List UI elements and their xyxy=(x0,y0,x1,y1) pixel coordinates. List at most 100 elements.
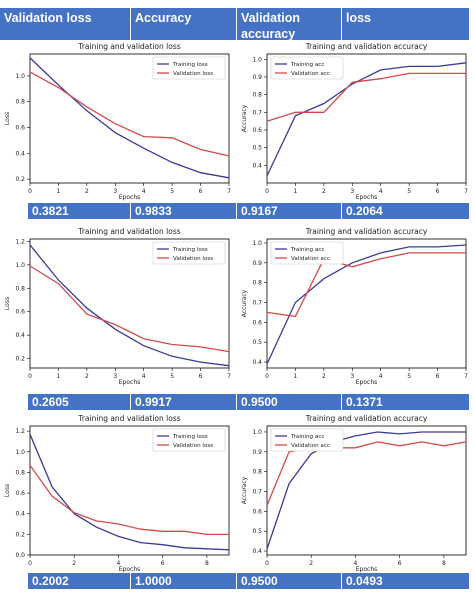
y-tick-label: 1.0 xyxy=(15,449,25,456)
x-tick-label: 6 xyxy=(436,373,440,380)
y-axis-label: Accuracy xyxy=(241,476,248,504)
x-tick-label: 6 xyxy=(199,188,203,195)
result-loss-1: 0.2064 xyxy=(342,203,470,219)
x-axis-label: Epochs xyxy=(119,194,141,201)
y-tick-label: 0.6 xyxy=(252,127,262,134)
y-tick-label: 1.0 xyxy=(252,240,262,247)
chart-title: Training and validation accuracy xyxy=(305,414,428,423)
result-validation-accuracy-3: 0.9500 xyxy=(237,573,342,589)
x-tick-label: 2 xyxy=(85,373,89,380)
y-tick-label: 1.0 xyxy=(15,73,25,80)
legend-box xyxy=(152,428,226,452)
x-tick-label: 6 xyxy=(199,373,203,380)
x-tick-label: 0 xyxy=(28,373,32,380)
result-validation-accuracy-2: 0.9500 xyxy=(237,394,342,410)
result-validation-loss-2: 0.2605 xyxy=(28,394,131,410)
x-axis-label: Epochs xyxy=(356,194,378,201)
x-tick-label: 2 xyxy=(322,188,326,195)
metrics-header-row: Validation loss Accuracy Validation accu… xyxy=(0,0,474,40)
x-tick-label: 0 xyxy=(265,560,269,567)
x-tick-label: 4 xyxy=(354,560,358,567)
plot-frame xyxy=(266,53,467,184)
plot-frame xyxy=(29,425,230,556)
result-validation-loss-1: 0.3821 xyxy=(28,203,131,219)
results-row-1: 0.3821 0.9833 0.9167 0.2064 xyxy=(0,203,474,219)
series-line-training xyxy=(266,244,467,365)
y-tick-label: 0.4 xyxy=(252,359,262,366)
series-line-training xyxy=(29,434,230,551)
x-tick-label: 2 xyxy=(309,560,313,567)
x-tick-label: 3 xyxy=(350,373,354,380)
y-tick-label: 0.2 xyxy=(15,356,25,363)
y-tick-label: 0.8 xyxy=(15,469,25,476)
legend-label: Training loss xyxy=(172,247,208,253)
result-accuracy-3: 1.0000 xyxy=(131,573,237,589)
y-axis-label: Loss xyxy=(4,484,11,497)
y-tick-label: 0.5 xyxy=(252,339,262,346)
x-tick-label: 1 xyxy=(294,188,298,195)
x-tick-label: 6 xyxy=(436,188,440,195)
x-tick-label: 0 xyxy=(265,188,269,195)
chart-title: Training and validation loss xyxy=(77,414,180,423)
y-tick-label: 1.0 xyxy=(15,262,25,269)
y-tick-label: 0.5 xyxy=(252,145,262,152)
x-tick-label: 8 xyxy=(442,560,446,567)
y-axis-label: Accuracy xyxy=(241,104,248,132)
x-tick-label: 5 xyxy=(170,373,174,380)
accuracy-chart-1: Training and validation accuracy 0 1 2 3 4 5 6 7… xyxy=(241,42,468,201)
y-tick-label: 0.4 xyxy=(15,332,25,339)
y-tick-label: 0.6 xyxy=(15,125,25,132)
series-line-validation xyxy=(29,265,230,353)
y-tick-label: 0.7 xyxy=(252,300,262,307)
legend-box xyxy=(270,428,344,452)
legend-label: Validation acc xyxy=(291,71,330,77)
loss-chart-3: Training and validation loss 0 2 4 6 8 0.0 0.2 0… xyxy=(4,414,230,573)
y-axis-label: Loss xyxy=(4,297,11,310)
series-line-training xyxy=(266,62,467,177)
y-axis-label: Loss xyxy=(4,112,11,125)
plot-frame xyxy=(266,238,467,369)
x-tick-label: 7 xyxy=(227,188,231,195)
x-tick-label: 5 xyxy=(170,188,174,195)
legend-box xyxy=(152,56,226,80)
legend-box xyxy=(152,241,226,265)
header-cell-validation-loss: Validation loss xyxy=(0,8,131,40)
y-tick-label: 1.0 xyxy=(252,429,262,436)
x-tick-label: 2 xyxy=(322,373,326,380)
x-tick-label: 5 xyxy=(407,188,411,195)
y-tick-label: 0.6 xyxy=(15,490,25,497)
legend-label: Validation loss xyxy=(173,256,213,262)
legend-box xyxy=(270,56,344,80)
x-axis-label: Epochs xyxy=(356,379,378,386)
accuracy-chart-3: Training and validation accuracy 0 2 4 6 8 0.4… xyxy=(241,414,467,573)
plot-frame xyxy=(29,238,230,369)
x-tick-label: 1 xyxy=(57,188,61,195)
plot-frame xyxy=(266,425,467,556)
chart-title: Training and validation loss xyxy=(77,42,180,51)
chart-title: Training and validation loss xyxy=(77,227,180,236)
series-line-validation xyxy=(29,464,229,536)
result-loss-3: 0.0493 xyxy=(342,573,470,589)
y-tick-label: 0.8 xyxy=(15,99,25,106)
series-line-training xyxy=(29,57,230,179)
x-tick-label: 7 xyxy=(464,373,468,380)
legend-label: Training acc xyxy=(290,247,324,253)
result-accuracy-2: 0.9917 xyxy=(131,394,237,410)
x-tick-label: 1 xyxy=(294,373,298,380)
header-cell-accuracy: Accuracy xyxy=(131,8,237,40)
y-tick-label: 0.2 xyxy=(15,531,25,538)
y-tick-label: 0.8 xyxy=(15,285,25,292)
legend-label: Training acc xyxy=(290,62,324,68)
y-tick-label: 0.9 xyxy=(252,74,262,81)
y-tick-label: 0.4 xyxy=(252,548,262,555)
x-tick-label: 7 xyxy=(227,373,231,380)
chart-title: Training and validation accuracy xyxy=(305,42,428,51)
y-tick-label: 0.6 xyxy=(15,309,25,316)
y-tick-label: 0.4 xyxy=(15,150,25,157)
legend-label: Validation acc xyxy=(291,443,330,449)
x-tick-label: 6 xyxy=(161,560,165,567)
legend-label: Validation loss xyxy=(173,443,213,449)
results-row-2: 0.2605 0.9917 0.9500 0.1371 xyxy=(0,394,474,410)
y-tick-label: 0.8 xyxy=(252,92,262,99)
y-tick-label: 0.6 xyxy=(252,508,262,515)
